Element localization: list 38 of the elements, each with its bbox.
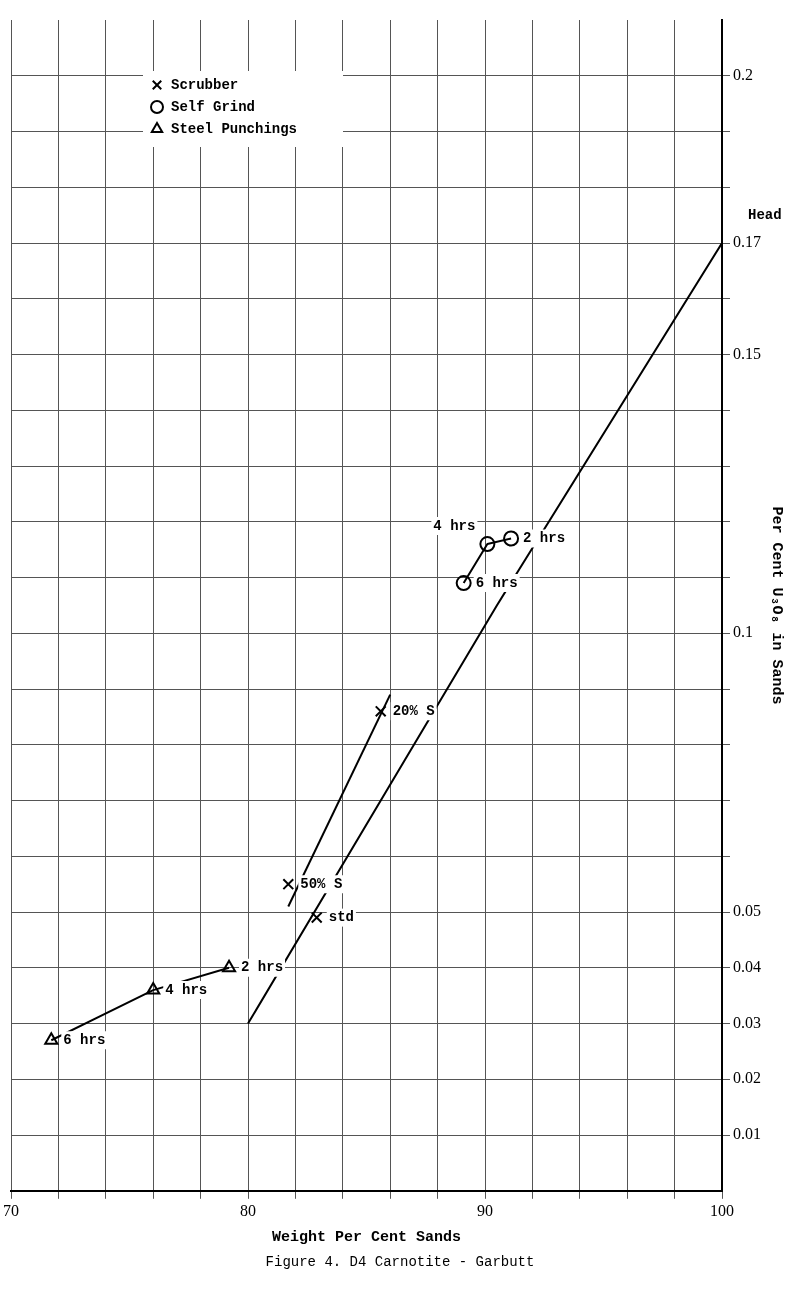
- point: [310, 911, 323, 924]
- x-tick-label: 90: [477, 1201, 493, 1219]
- annotation: 50% S: [300, 875, 343, 892]
- y-tick-label: 0.15: [733, 344, 761, 362]
- point: [503, 530, 520, 547]
- point: [374, 705, 387, 718]
- point: [44, 1032, 59, 1045]
- x-tick-label: 70: [3, 1201, 19, 1219]
- annotation: 4 hrs: [433, 517, 476, 534]
- x-axis-title: Weight Per Cent Sands: [271, 1228, 462, 1246]
- point: [479, 536, 496, 553]
- y-axis-title: Per Cent U₃O₈ in Sands: [768, 506, 786, 705]
- point: [455, 575, 472, 592]
- y-tick-label: 0.1: [733, 623, 753, 641]
- annotation: 4 hrs: [165, 981, 208, 998]
- point: [146, 982, 161, 995]
- annotation: 6 hrs: [63, 1031, 106, 1048]
- annotation: 2 hrs: [523, 530, 566, 547]
- y-tick-label: 0.2: [733, 65, 753, 83]
- legend-label: Steel Punchings: [171, 120, 298, 137]
- y-tick-label: 0.04: [733, 957, 761, 975]
- point: [221, 959, 237, 973]
- caption: Figure 4. D4 Carnotite - Garbutt: [264, 1254, 536, 1270]
- y-tick-label: 0.02: [733, 1069, 761, 1087]
- y-tick-label: 0.01: [733, 1125, 761, 1143]
- x-tick-label: 80: [240, 1201, 256, 1219]
- y-tick-label: 0.17: [733, 233, 761, 251]
- legend-label: Scrubber: [171, 76, 239, 93]
- y-tick-label: 0.05: [733, 902, 761, 920]
- annotation: 6 hrs: [475, 574, 518, 591]
- point: [282, 878, 295, 891]
- annotation: std: [328, 909, 354, 926]
- annotation: Head: [748, 206, 782, 223]
- x-tick-label: 100: [710, 1201, 734, 1219]
- annotation: 2 hrs: [241, 959, 284, 976]
- annotation: 20% S: [392, 702, 435, 719]
- y-tick-label: 0.03: [733, 1013, 761, 1031]
- legend-label: Self Grind: [171, 98, 256, 115]
